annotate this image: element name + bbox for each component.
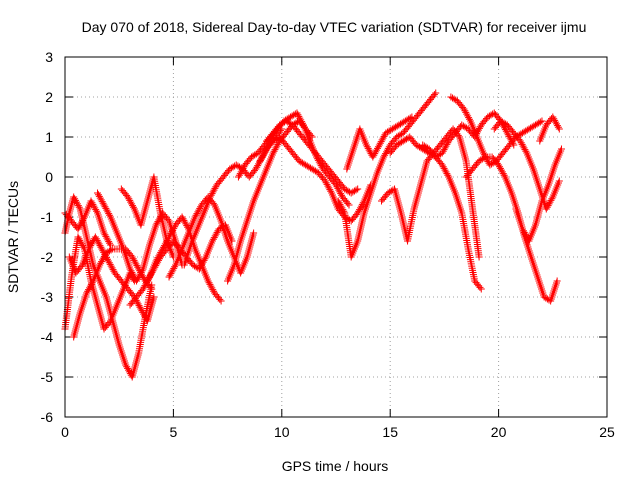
series-arc-7 <box>117 173 177 261</box>
data-point <box>201 255 209 263</box>
data-point <box>352 186 360 194</box>
data-point <box>345 201 353 209</box>
data-point <box>555 125 563 133</box>
axes: 0 5 10 15 20 25 -6 -5 -4 -3 -2 -1 0 1 2 3 <box>41 49 615 440</box>
data-point <box>164 215 172 223</box>
y-tick-label: 0 <box>45 169 53 185</box>
series-arc-3 <box>65 233 158 325</box>
data-point <box>129 203 137 211</box>
y-tick-label: -2 <box>41 249 54 265</box>
data-point <box>476 283 484 291</box>
series-arc-19 <box>386 133 485 293</box>
data-point <box>553 277 561 285</box>
data-series-group <box>61 89 565 381</box>
data-point <box>354 185 362 193</box>
data-point <box>150 293 158 301</box>
data-point <box>536 118 544 126</box>
data-point <box>554 123 562 131</box>
y-tick-label: -6 <box>41 409 54 425</box>
data-point <box>107 246 115 254</box>
data-point <box>406 114 414 122</box>
data-point <box>138 267 146 275</box>
data-point <box>346 216 354 224</box>
x-tick-label: 0 <box>61 424 69 440</box>
data-point <box>75 203 83 211</box>
data-point <box>80 215 88 223</box>
data-point <box>538 117 546 125</box>
x-axis-label: GPS time / hours <box>282 458 389 474</box>
data-point <box>432 89 440 97</box>
data-point <box>146 283 154 291</box>
plot-frame <box>64 56 608 418</box>
series-arc-24 <box>512 145 565 245</box>
series-arc-22 <box>462 153 561 305</box>
data-point <box>327 187 335 195</box>
series-arc-15 <box>263 117 362 197</box>
data-point <box>88 279 96 287</box>
y-axis-label: SDTVAR / TECUs <box>5 181 21 293</box>
data-point <box>77 263 85 271</box>
data-point <box>274 134 282 142</box>
series-arc-17 <box>343 113 416 173</box>
data-point <box>340 207 348 215</box>
y-tick-label: 1 <box>45 129 53 145</box>
data-point <box>148 285 156 293</box>
data-point <box>250 229 258 237</box>
data-point <box>216 295 224 303</box>
data-point <box>500 171 508 179</box>
data-point <box>555 177 563 185</box>
data-point <box>475 253 483 261</box>
series-arc-10 <box>165 193 258 281</box>
series-arc-25 <box>536 113 563 145</box>
x-tick-label: 10 <box>274 424 290 440</box>
x-tick-label: 20 <box>491 424 507 440</box>
data-point <box>106 239 114 247</box>
series-arc-5 <box>61 197 115 249</box>
series-arc-14 <box>256 133 375 225</box>
data-point <box>557 145 565 153</box>
data-point <box>93 207 101 215</box>
data-point <box>430 91 438 99</box>
y-tick-label: 3 <box>45 49 53 65</box>
y-tick-label: -4 <box>41 329 54 345</box>
series-arc-23 <box>490 117 563 213</box>
x-tick-label: 15 <box>382 424 398 440</box>
y-tick-label: -1 <box>41 209 54 225</box>
x-tick-label: 25 <box>599 424 615 440</box>
data-point <box>408 113 416 121</box>
y-tick-label: 2 <box>45 89 53 105</box>
data-point <box>171 263 179 271</box>
data-point <box>444 171 452 179</box>
data-point <box>299 119 307 127</box>
data-point <box>344 199 352 207</box>
data-point <box>522 147 530 155</box>
y-tick-label: -5 <box>41 369 54 385</box>
data-point <box>217 297 225 305</box>
data-point <box>480 154 488 162</box>
y-tick-label: -3 <box>41 289 54 305</box>
chart-title: Day 070 of 2018, Sidereal Day-to-day VTE… <box>82 19 587 35</box>
data-point <box>106 211 114 219</box>
data-point <box>489 110 497 118</box>
data-point <box>477 285 485 293</box>
data-point <box>548 195 556 203</box>
data-point <box>107 241 115 249</box>
data-point <box>465 115 473 123</box>
x-tick-label: 5 <box>170 424 178 440</box>
data-point <box>404 134 412 142</box>
